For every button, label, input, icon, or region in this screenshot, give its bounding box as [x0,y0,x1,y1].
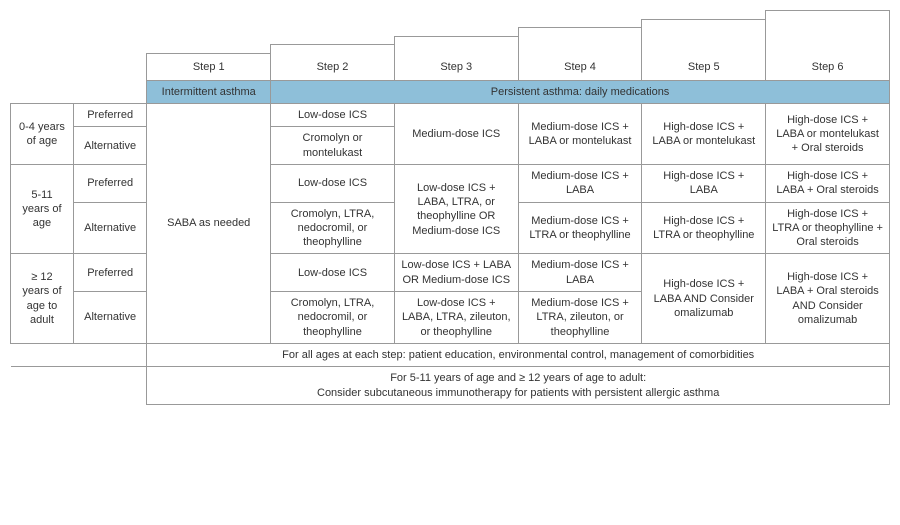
g3a2: Cromolyn, LTRA, nedocromil, or theophyll… [271,292,395,344]
classification-row: Intermittent asthma Persistent asthma: d… [11,80,890,103]
g1-alt-label: Alternative [73,127,146,165]
step1-header: Step 1 [147,53,271,80]
footer-row-2: For 5-11 years of age and ≥ 12 years of … [11,367,890,405]
g3a3: Low-dose ICS + LABA, LTRA, zileuton, or … [394,292,518,344]
g2a5: High-dose ICS + LTRA or theophylline [642,202,766,254]
step3-header: Step 3 [394,36,518,80]
g3p2: Low-dose ICS [271,254,395,292]
g3-pref-label: Preferred [73,254,146,292]
g2p6: High-dose ICS + LABA + Oral steroids [766,164,890,202]
age-5-11: 5-11 years of age [11,164,74,253]
g1-5: High-dose ICS + LABA or montelukast [642,104,766,165]
g3-alt-label: Alternative [73,292,146,344]
stair-row-6: Step 6 [11,11,890,20]
g3-5: High-dose ICS + LABA AND Consider omaliz… [642,254,766,343]
step2-header: Step 2 [271,45,395,81]
g1a2: Cromolyn or montelukast [271,127,395,165]
stair-row-5: Step 5 [11,19,890,28]
g1p2: Low-dose ICS [271,104,395,127]
persistent-label: Persistent asthma: daily medications [271,80,890,103]
asthma-step-table: Step 6 Step 5 Step 4 Step 3 Step 2 Step … [10,10,890,405]
step4-header: Step 4 [518,28,642,81]
g1-6: High-dose ICS + LABA or montelukast + Or… [766,104,890,165]
g2-3: Low-dose ICS + LABA, LTRA, or theophylli… [394,164,518,253]
g3p4: Medium-dose ICS + LABA [518,254,642,292]
g3-preferred-row: ≥ 12 years of age to adult Preferred Low… [11,254,890,292]
footer2-line1: For 5-11 years of age and ≥ 12 years of … [390,372,646,384]
g2-pref-label: Preferred [73,164,146,202]
g2p5: High-dose ICS + LABA [642,164,766,202]
age-0-4: 0-4 years of age [11,104,74,165]
step6-header: Step 6 [766,11,890,81]
g1-pref-label: Preferred [73,104,146,127]
g1-preferred-row: 0-4 years of age Preferred SABA as neede… [11,104,890,127]
g2a2: Cromolyn, LTRA, nedocromil, or theophyll… [271,202,395,254]
footer-row-1: For all ages at each step: patient educa… [11,343,890,366]
footer2: For 5-11 years of age and ≥ 12 years of … [147,367,890,405]
g2p2: Low-dose ICS [271,164,395,202]
g3-6: High-dose ICS + LABA + Oral steroids AND… [766,254,890,343]
step5-header: Step 5 [642,19,766,80]
saba-cell: SABA as needed [147,104,271,344]
intermittent-label: Intermittent asthma [147,80,271,103]
g1-3: Medium-dose ICS [394,104,518,165]
g1-4: Medium-dose ICS + LABA or montelukast [518,104,642,165]
g2-alt-label: Alternative [73,202,146,254]
main-table: Step 6 Step 5 Step 4 Step 3 Step 2 Step … [10,10,890,405]
footer2-line2: Consider subcutaneous immunotherapy for … [317,387,719,399]
age-12plus: ≥ 12 years of age to adult [11,254,74,343]
g3p3: Low-dose ICS + LABA OR Medium-dose ICS [394,254,518,292]
g2a6: High-dose ICS + LTRA or theophylline + O… [766,202,890,254]
g2p4: Medium-dose ICS + LABA [518,164,642,202]
footer1: For all ages at each step: patient educa… [147,343,890,366]
g2a4: Medium-dose ICS + LTRA or theophylline [518,202,642,254]
g3a4: Medium-dose ICS + LTRA, zileuton, or the… [518,292,642,344]
g2-preferred-row: 5-11 years of age Preferred Low-dose ICS… [11,164,890,202]
